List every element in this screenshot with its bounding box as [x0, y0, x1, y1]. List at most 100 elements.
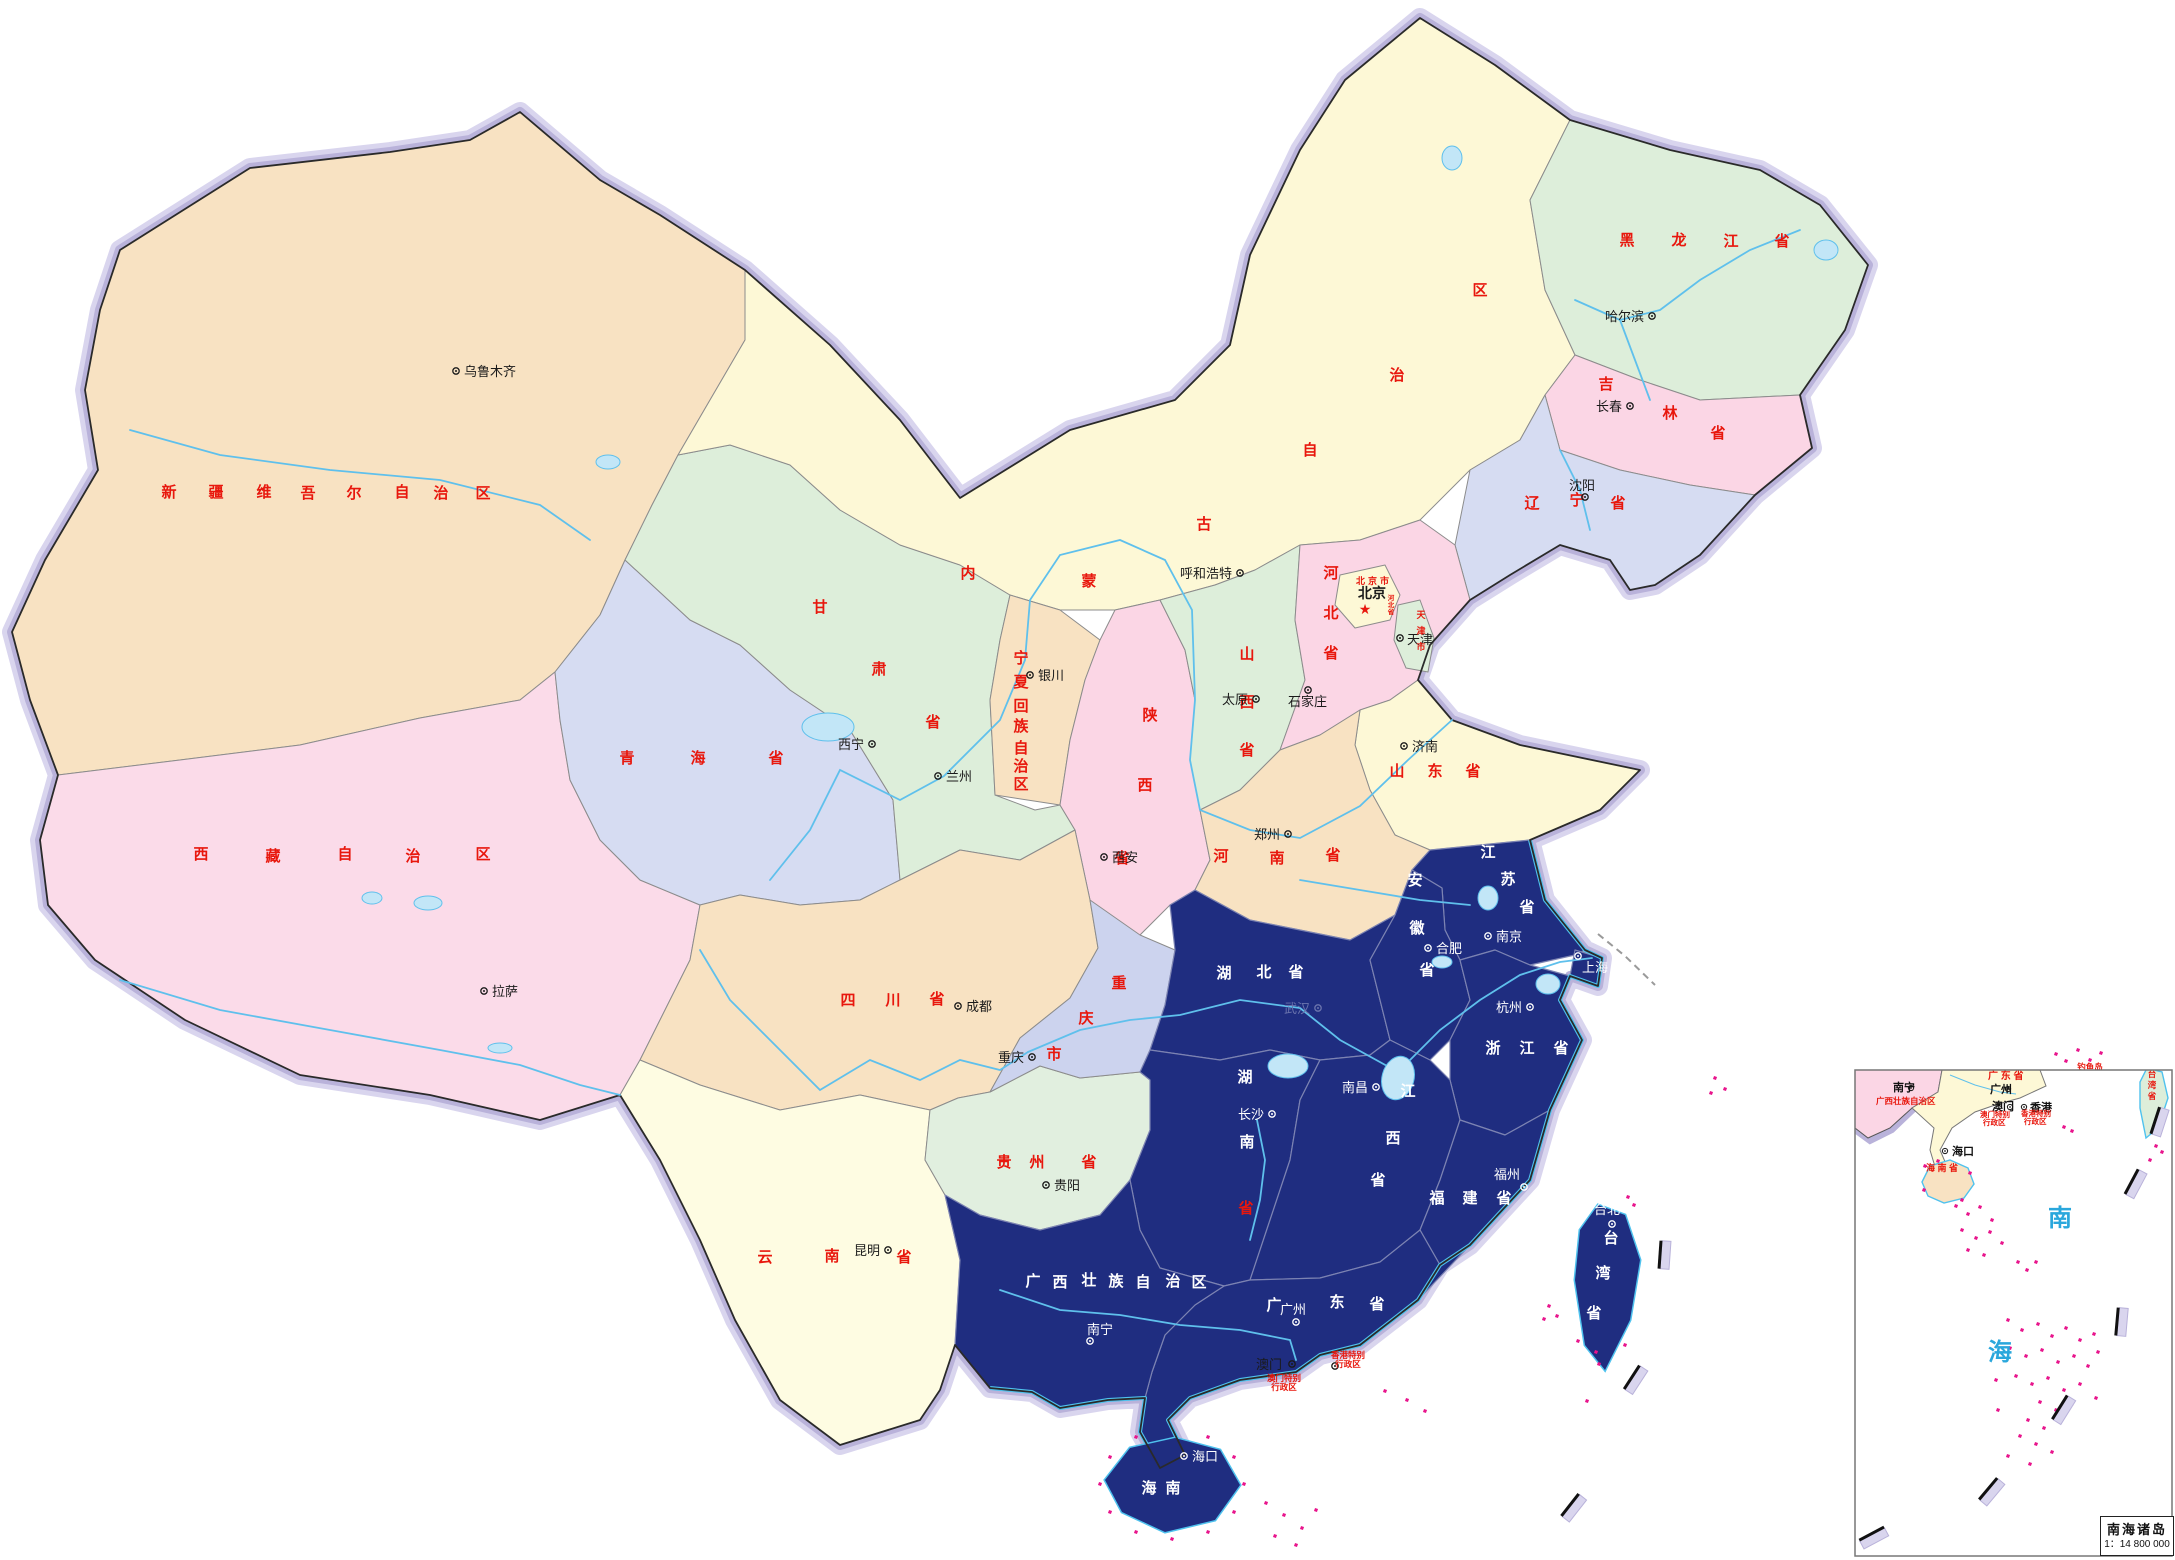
nine-dash-segment-2 — [1560, 1492, 1588, 1523]
inset-label-char: 湾 — [2148, 1080, 2157, 1090]
city-dot-center — [1029, 674, 1031, 676]
province-label-char: 建 — [1462, 1189, 1478, 1207]
city-dot-icon — [1026, 671, 1034, 679]
inset-island-dot-0 — [2061, 1124, 2067, 1130]
province-label-char: 湖 — [1237, 1069, 1252, 1086]
small-label-aomen-sar-2: 行政区 — [1270, 1382, 1297, 1392]
province-label-char: 海 — [690, 749, 705, 767]
island-dot-28 — [1107, 1454, 1113, 1460]
island-dot-18 — [1382, 1388, 1388, 1394]
province-label-char: 省 — [924, 713, 940, 731]
inset-city-inset-xianggang: 香港 — [2020, 1100, 2053, 1114]
city-dot-icon — [1314, 1004, 1322, 1012]
city-name: 天津 — [1407, 632, 1433, 647]
province-label-char: 浙 — [1485, 1039, 1500, 1057]
city-name: 哈尔滨 — [1605, 309, 1644, 324]
island-dot-2 — [2075, 1047, 2081, 1053]
inset-island-dot-24 — [2039, 1347, 2045, 1353]
province-label-char: 省 — [1495, 1189, 1511, 1207]
province-label-xinjiang: 新疆维吾尔自治区 — [161, 483, 490, 502]
province-label-char: 江 — [1723, 232, 1738, 250]
inset-island-dot-37 — [2041, 1425, 2047, 1431]
province-label-char: 河 — [1213, 847, 1228, 865]
province-label-char: 云 — [757, 1249, 772, 1266]
hainan-refill — [1105, 1438, 1240, 1532]
inset-label-inset-aomen-sar-2: 行政区 — [1982, 1117, 2006, 1127]
city-dot-icon — [954, 1002, 962, 1010]
island-dot-12 — [1541, 1316, 1547, 1322]
city-name: 西安 — [1112, 850, 1138, 865]
province-label-chongqing: 重庆市 — [1046, 974, 1126, 1063]
inset-island-dot-28 — [2013, 1373, 2019, 1379]
inset-frame — [1854, 1069, 2173, 1557]
province-label-jiangxi: 江西省 — [1369, 1082, 1415, 1189]
city-dot-center — [1629, 405, 1631, 407]
province-tianjin — [1393, 599, 1435, 673]
inset-island-dot-17 — [2035, 1321, 2041, 1327]
lake-10 — [487, 1042, 513, 1054]
city-dot-center — [1403, 745, 1405, 747]
city-name: 石家庄 — [1288, 694, 1327, 709]
inset-island-dot-44 — [1995, 1407, 2001, 1413]
lake-0 — [801, 712, 855, 742]
city-dot-center — [1427, 947, 1429, 949]
province-label-char: 区 — [475, 846, 490, 863]
city-fuzhou: 福州 — [1494, 1167, 1528, 1191]
dash-line — [2123, 1168, 2140, 1195]
city-dot-center — [483, 990, 485, 992]
province-label-char: 西 — [1052, 1274, 1067, 1291]
river-6 — [1619, 319, 1651, 401]
inset-city-dot-icon — [1907, 1084, 1915, 1092]
city-dot-icon — [1581, 493, 1589, 501]
inset-city-inset-haikou: 海口 — [1941, 1144, 1974, 1158]
island-dot-0 — [2053, 1051, 2059, 1057]
island-dot-5 — [1712, 1075, 1718, 1081]
province-label-zhejiang: 浙 江省 — [1485, 1039, 1568, 1057]
province-label-char: 林 — [1662, 404, 1678, 422]
river-8 — [999, 1289, 1297, 1361]
province-label-char: 黑 — [1619, 232, 1634, 249]
province-label-sichuan: 四川省 — [840, 990, 944, 1009]
province-label-char: 省 — [928, 990, 944, 1008]
city-dot-center — [1089, 1340, 1091, 1342]
island-dot-24 — [1169, 1536, 1175, 1542]
nine-dash-segment-0 — [1657, 1240, 1672, 1270]
city-kunming: 昆明 — [854, 1243, 892, 1258]
city-dot-center — [1239, 572, 1241, 574]
inset-island-dot-53 — [1967, 1170, 1973, 1176]
city-dot-center — [455, 370, 457, 372]
city-dot-icon — [1292, 1318, 1300, 1326]
small-label-text: 行政区 — [1270, 1382, 1297, 1392]
city-dot-center — [1103, 856, 1105, 858]
inset-island-dot-39 — [2033, 1441, 2039, 1447]
city-name: 台北 — [1594, 1202, 1620, 1217]
inset-nine-dash-segment-3 — [2051, 1394, 2077, 1426]
province-label-neimenggu: 内 蒙 古 自 治 区 — [960, 282, 1487, 590]
province-label-char: 川 — [884, 992, 900, 1009]
city-name: 北京 — [1358, 585, 1386, 601]
lake-2 — [1267, 1053, 1309, 1079]
province-label-shandong: 山东省 — [1389, 762, 1480, 780]
inset-island-dot-31 — [2061, 1387, 2067, 1393]
city-dot-center — [1577, 955, 1579, 957]
inset-island-dot-30 — [2045, 1375, 2051, 1381]
lake-3 — [1535, 973, 1561, 995]
island-dot-4 — [2098, 1050, 2104, 1056]
province-label-char: 东 — [1427, 762, 1442, 780]
inset-nine-dash-segment-0 — [2149, 1106, 2170, 1138]
city-huhehaote: 呼和浩特 — [1180, 566, 1244, 581]
province-label-char: 回 — [1013, 698, 1028, 715]
small-label-text: 北京市 — [1356, 575, 1392, 586]
city-xian: 西安 — [1100, 850, 1138, 865]
province-label-char: 内 — [960, 564, 975, 582]
province-label-qinghai: 青海省 — [619, 749, 783, 767]
island-dot-34 — [1299, 1525, 1305, 1531]
inset-city-dot-icon — [2006, 1103, 2014, 1111]
province-label-fujian: 福建省 — [1428, 1189, 1511, 1207]
province-label-jilin: 吉林省 — [1598, 375, 1725, 442]
inset-label-inset-xianggang-sar-1: 香港特别 — [2020, 1108, 2051, 1118]
province-label-liaoning: 辽宁省 — [1524, 491, 1625, 512]
province-label-guangdong: 广东省 — [1266, 1293, 1384, 1314]
